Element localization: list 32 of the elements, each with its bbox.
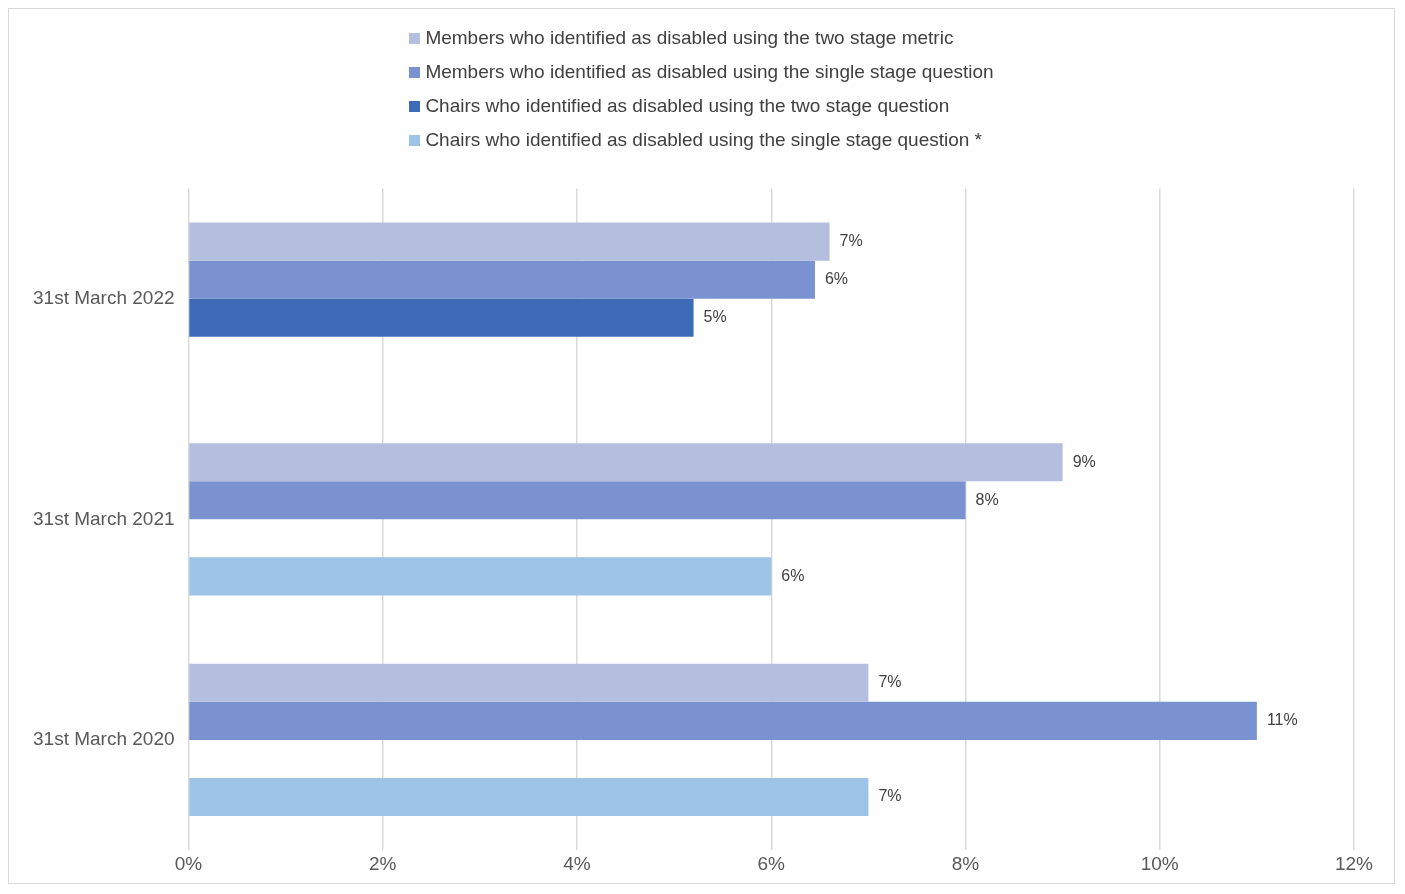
x-tick-label: 8% <box>951 852 980 874</box>
y-tick-label: 31st March 2021 <box>32 507 175 529</box>
data-label: 6% <box>824 270 849 288</box>
x-tick-label: 2% <box>369 852 397 874</box>
y-tick-label: 31st March 2022 <box>32 286 175 308</box>
legend-label: Chairs who identified as disabled using the single stage question * <box>425 129 983 151</box>
legend-label: Members who identified as disabled using the single stage question <box>425 61 994 83</box>
bar <box>189 443 1063 482</box>
data-label: 7% <box>878 673 902 691</box>
bar <box>189 663 869 702</box>
data-label: 8% <box>975 490 999 508</box>
bar <box>189 222 830 261</box>
bar <box>189 777 869 817</box>
x-tick-label: 4% <box>563 852 591 874</box>
x-tick-label: 12% <box>1334 852 1374 874</box>
x-tick-label: 10% <box>1140 852 1179 874</box>
x-tick-label: 6% <box>757 852 786 874</box>
y-tick-label: 31st March 2020 <box>32 728 175 750</box>
data-label: 7% <box>878 787 902 805</box>
x-tick-label: 0% <box>174 852 203 874</box>
legend-label: Chairs who identified as disabled using the two stage question <box>425 95 950 117</box>
data-label: 11% <box>1266 711 1298 729</box>
bar <box>189 701 1257 740</box>
bar <box>189 557 772 596</box>
bar <box>189 481 966 520</box>
bar <box>189 298 694 337</box>
data-label: 6% <box>781 566 805 584</box>
data-label: 9% <box>1072 452 1096 470</box>
legend-label: Members who identified as disabled using the two stage metric <box>425 27 954 49</box>
bar <box>189 260 815 299</box>
data-label: 5% <box>703 308 727 326</box>
data-label: 7% <box>839 232 863 250</box>
